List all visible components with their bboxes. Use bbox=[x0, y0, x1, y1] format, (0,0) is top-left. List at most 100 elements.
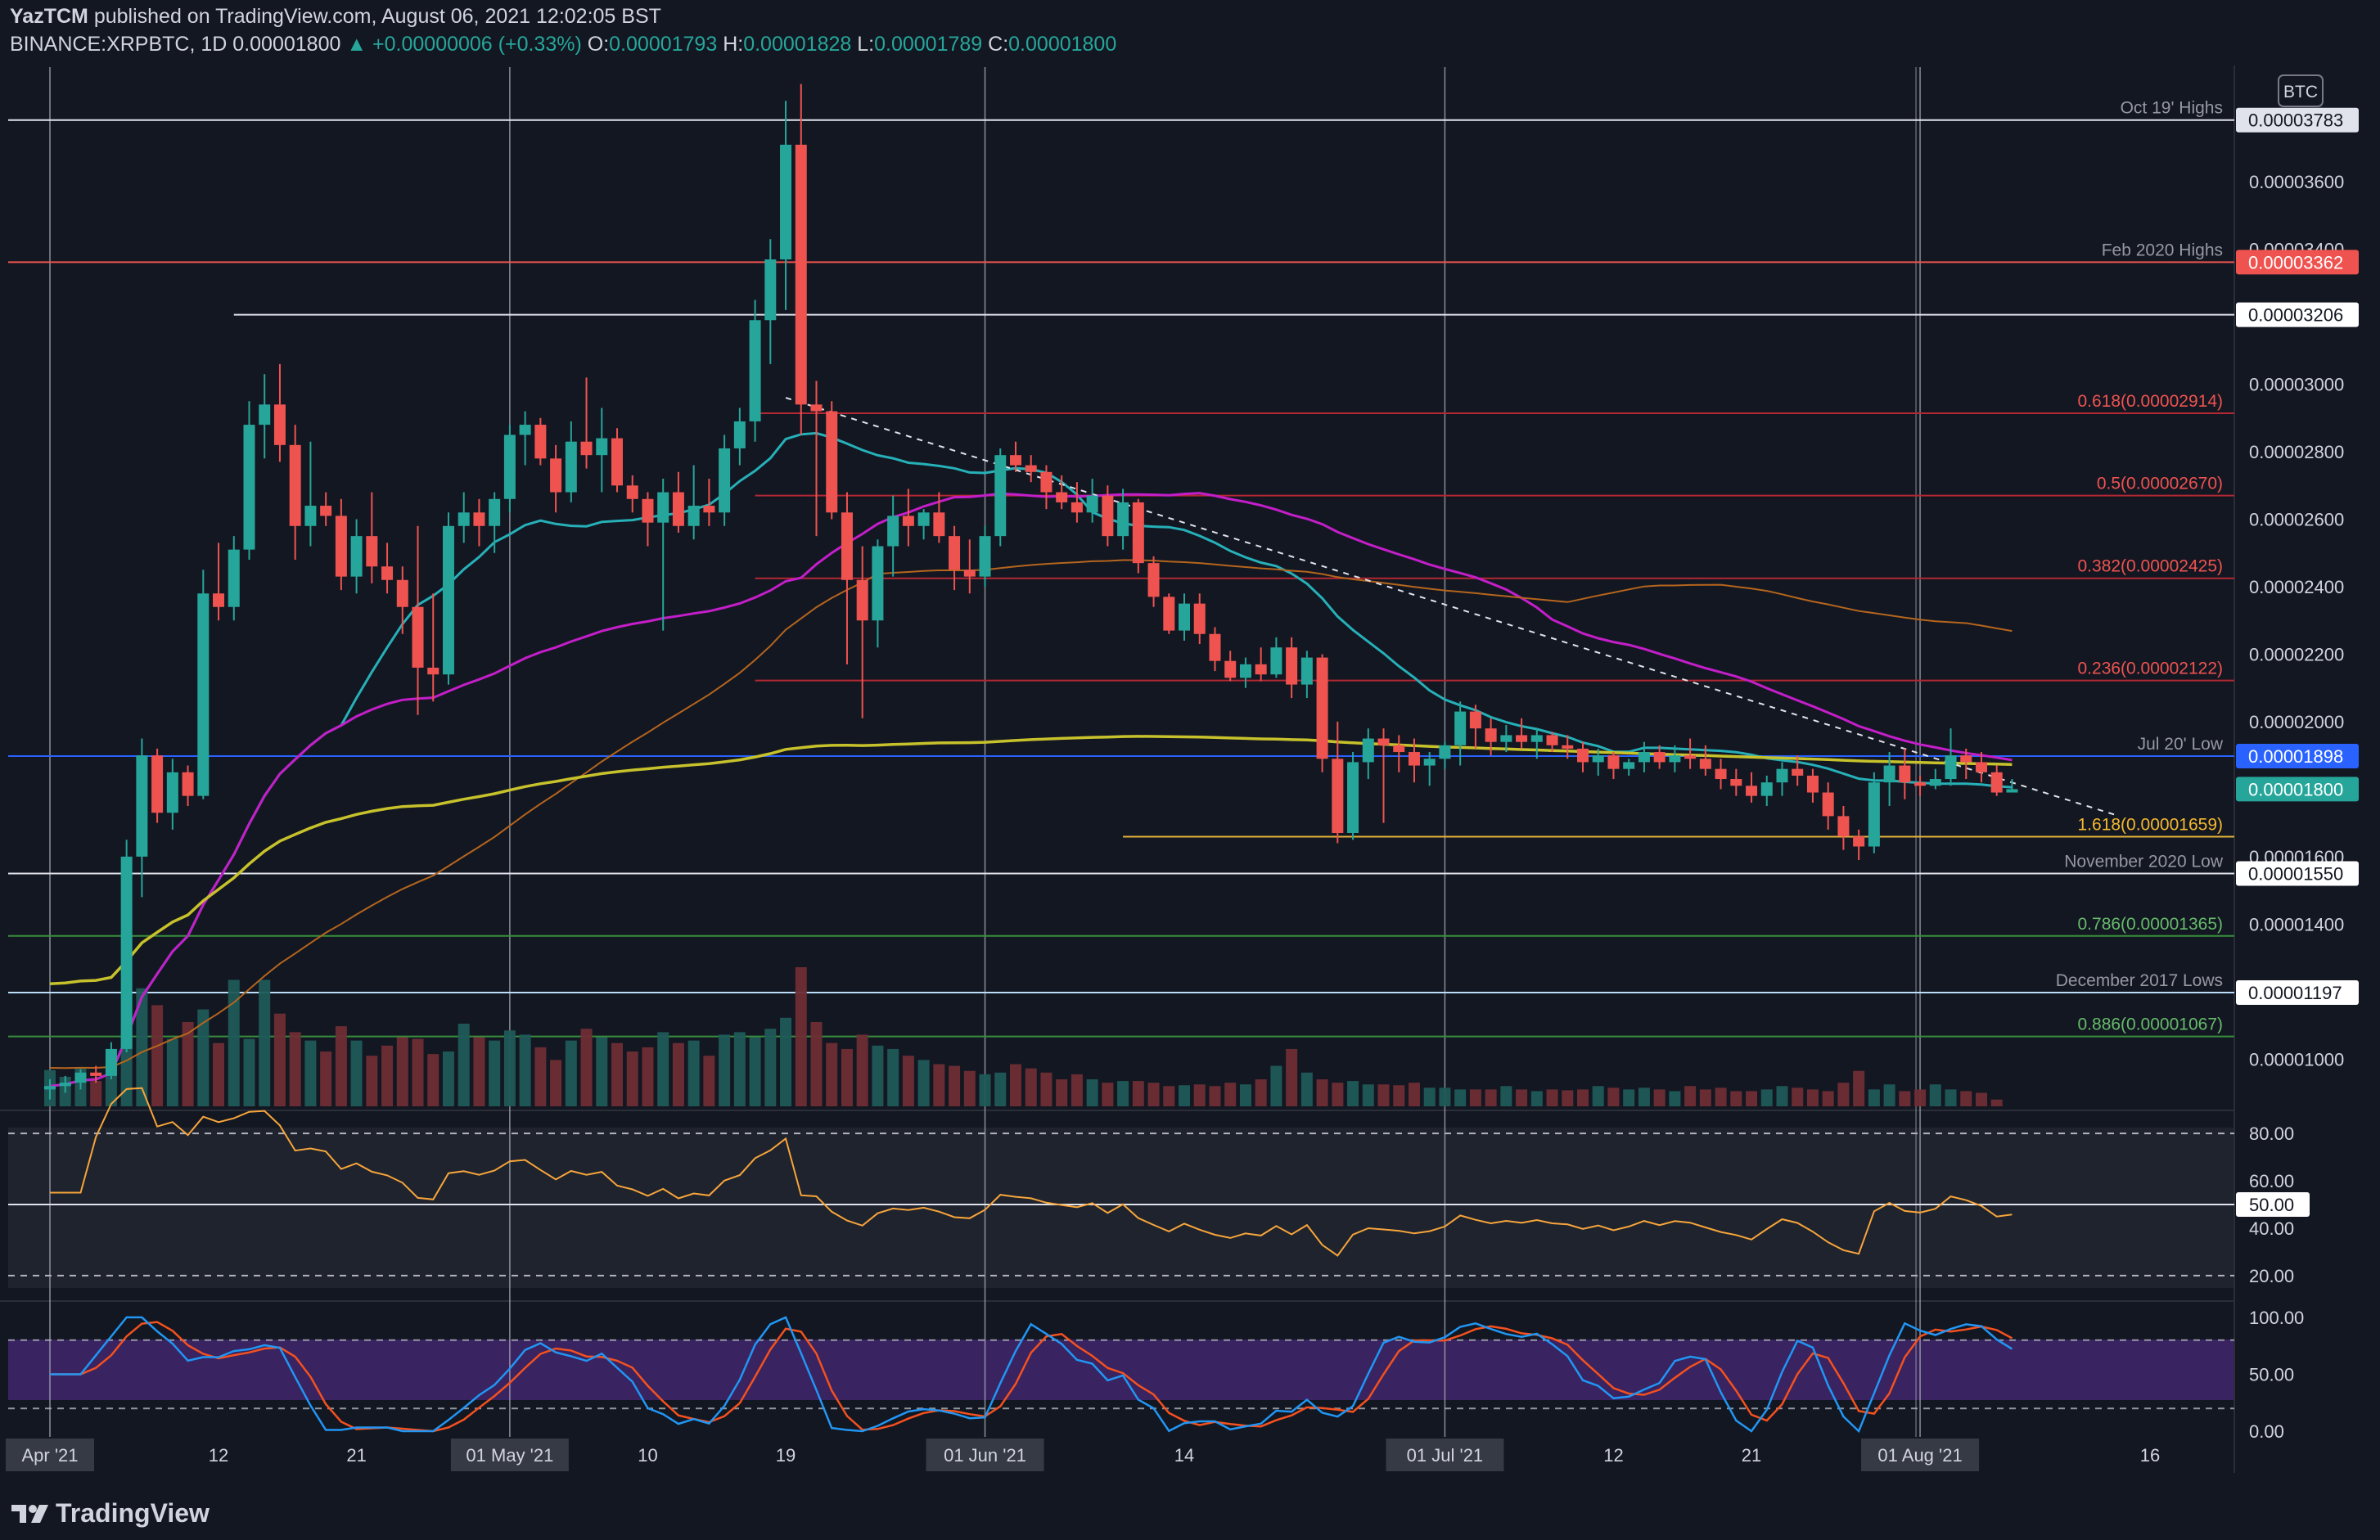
ma50-line bbox=[49, 492, 2013, 1087]
candle-body bbox=[550, 458, 562, 493]
candle-body bbox=[749, 320, 761, 421]
candle-body bbox=[1837, 816, 1850, 837]
volume-bar bbox=[1577, 1089, 1589, 1106]
volume-bar bbox=[320, 1051, 332, 1106]
volume-bar bbox=[427, 1054, 439, 1106]
candle-body bbox=[657, 492, 669, 523]
candle-body bbox=[1562, 745, 1574, 749]
price-tag-bg bbox=[2236, 302, 2359, 327]
price-tag-bg bbox=[2236, 743, 2359, 768]
volume-bar bbox=[381, 1045, 394, 1106]
price-change: ▲ +0.00000006 (+0.33%) bbox=[346, 33, 582, 56]
volume-bar bbox=[534, 1047, 547, 1106]
volume-bar bbox=[1883, 1084, 1895, 1106]
volume-bar bbox=[213, 1042, 225, 1106]
candle-body bbox=[611, 438, 624, 486]
time-tick: 01 May '21 bbox=[466, 1445, 553, 1466]
volume-bar bbox=[917, 1060, 930, 1106]
time-tick: 14 bbox=[1174, 1445, 1194, 1466]
tradingview-branding[interactable]: TradingView bbox=[11, 1498, 210, 1529]
volume-bar bbox=[872, 1045, 884, 1106]
volume-bar bbox=[1362, 1084, 1374, 1106]
volume-bar bbox=[1837, 1083, 1850, 1106]
candle-body bbox=[366, 536, 378, 567]
price-tag-bg bbox=[2236, 777, 2359, 802]
candle-body bbox=[1439, 745, 1451, 759]
volume-bar bbox=[1132, 1081, 1144, 1106]
volume-bar bbox=[949, 1065, 961, 1106]
volume-bar bbox=[1623, 1089, 1635, 1106]
price-tick: 0.00002400 bbox=[2249, 577, 2344, 597]
stoch-tick: 100.00 bbox=[2249, 1308, 2304, 1328]
candle-body bbox=[1500, 735, 1512, 742]
candle-body bbox=[458, 512, 470, 526]
candle-body bbox=[933, 512, 945, 537]
volume-bar bbox=[1179, 1085, 1191, 1106]
candle-body bbox=[1193, 603, 1206, 634]
level-label: 0.382(0.00002425) bbox=[2078, 557, 2224, 576]
candle-body bbox=[1760, 782, 1773, 796]
volume-bar bbox=[1393, 1085, 1405, 1106]
volume-bar bbox=[1899, 1091, 1911, 1106]
candle-body bbox=[1071, 502, 1083, 513]
volume-bar bbox=[1546, 1089, 1558, 1106]
volume-bar bbox=[1147, 1083, 1160, 1106]
candle-body bbox=[197, 593, 210, 796]
volume-bar bbox=[565, 1040, 577, 1106]
candle-body bbox=[166, 772, 178, 813]
volume-bar bbox=[1684, 1086, 1697, 1106]
time-tick: 10 bbox=[638, 1445, 657, 1466]
candle-body bbox=[320, 506, 332, 516]
price-tag-bg bbox=[2236, 980, 2359, 1006]
publisher-name[interactable]: YazTCM bbox=[10, 5, 88, 28]
time-tick: 21 bbox=[1742, 1445, 1761, 1466]
candle-body bbox=[1224, 660, 1237, 678]
ma100-line bbox=[49, 559, 2013, 1069]
volume-bar bbox=[182, 1021, 194, 1106]
volume-bar bbox=[703, 1056, 715, 1106]
price-tick: 0.00001000 bbox=[2249, 1049, 2344, 1069]
volume-bar bbox=[1025, 1068, 1037, 1106]
publish-info: YazTCM published on TradingView.com, Aug… bbox=[10, 5, 661, 29]
candle-body bbox=[1332, 759, 1344, 834]
candle-body bbox=[1347, 762, 1359, 834]
rsi-tick: 80.00 bbox=[2249, 1123, 2294, 1144]
candle-body bbox=[810, 404, 823, 412]
volume-bar bbox=[489, 1040, 501, 1106]
candle-body bbox=[1822, 792, 1834, 817]
volume-bar bbox=[687, 1040, 700, 1106]
time-tick: 21 bbox=[346, 1445, 366, 1466]
candle-body bbox=[1362, 738, 1374, 763]
price-tick: 0.00002800 bbox=[2249, 442, 2344, 462]
candle-body bbox=[1454, 711, 1467, 745]
symbol-label[interactable]: BINANCE:XRPBTC, 1D bbox=[10, 33, 228, 56]
candle-body bbox=[489, 498, 501, 526]
candle-body bbox=[350, 536, 363, 577]
candle-body bbox=[979, 536, 991, 577]
candle-body bbox=[1423, 759, 1436, 766]
candle-body bbox=[1960, 755, 1972, 763]
volume-bar bbox=[642, 1047, 654, 1106]
candle-body bbox=[1684, 755, 1697, 759]
candle-body bbox=[151, 755, 164, 813]
volume-bar bbox=[1990, 1099, 2003, 1106]
price-tick: 0.00003000 bbox=[2249, 375, 2344, 395]
volume-bar bbox=[197, 1009, 210, 1106]
volume-bar bbox=[1516, 1089, 1528, 1106]
rsi-tick: 40.00 bbox=[2249, 1218, 2294, 1239]
volume-bar bbox=[994, 1072, 1007, 1106]
candle-body bbox=[1623, 762, 1635, 769]
candle-body bbox=[90, 1072, 102, 1076]
candle-body bbox=[1546, 735, 1558, 745]
candle-body bbox=[580, 441, 593, 456]
volume-bar bbox=[1071, 1074, 1083, 1106]
candle-body bbox=[703, 506, 715, 513]
stoch-band bbox=[8, 1340, 2234, 1400]
volume-bar bbox=[473, 1037, 485, 1106]
candle-body bbox=[289, 444, 301, 526]
time-tick: 01 Aug '21 bbox=[1877, 1445, 1962, 1466]
volume-bar bbox=[273, 1013, 286, 1106]
volume-bar bbox=[826, 1042, 838, 1106]
candle-body bbox=[917, 512, 930, 526]
